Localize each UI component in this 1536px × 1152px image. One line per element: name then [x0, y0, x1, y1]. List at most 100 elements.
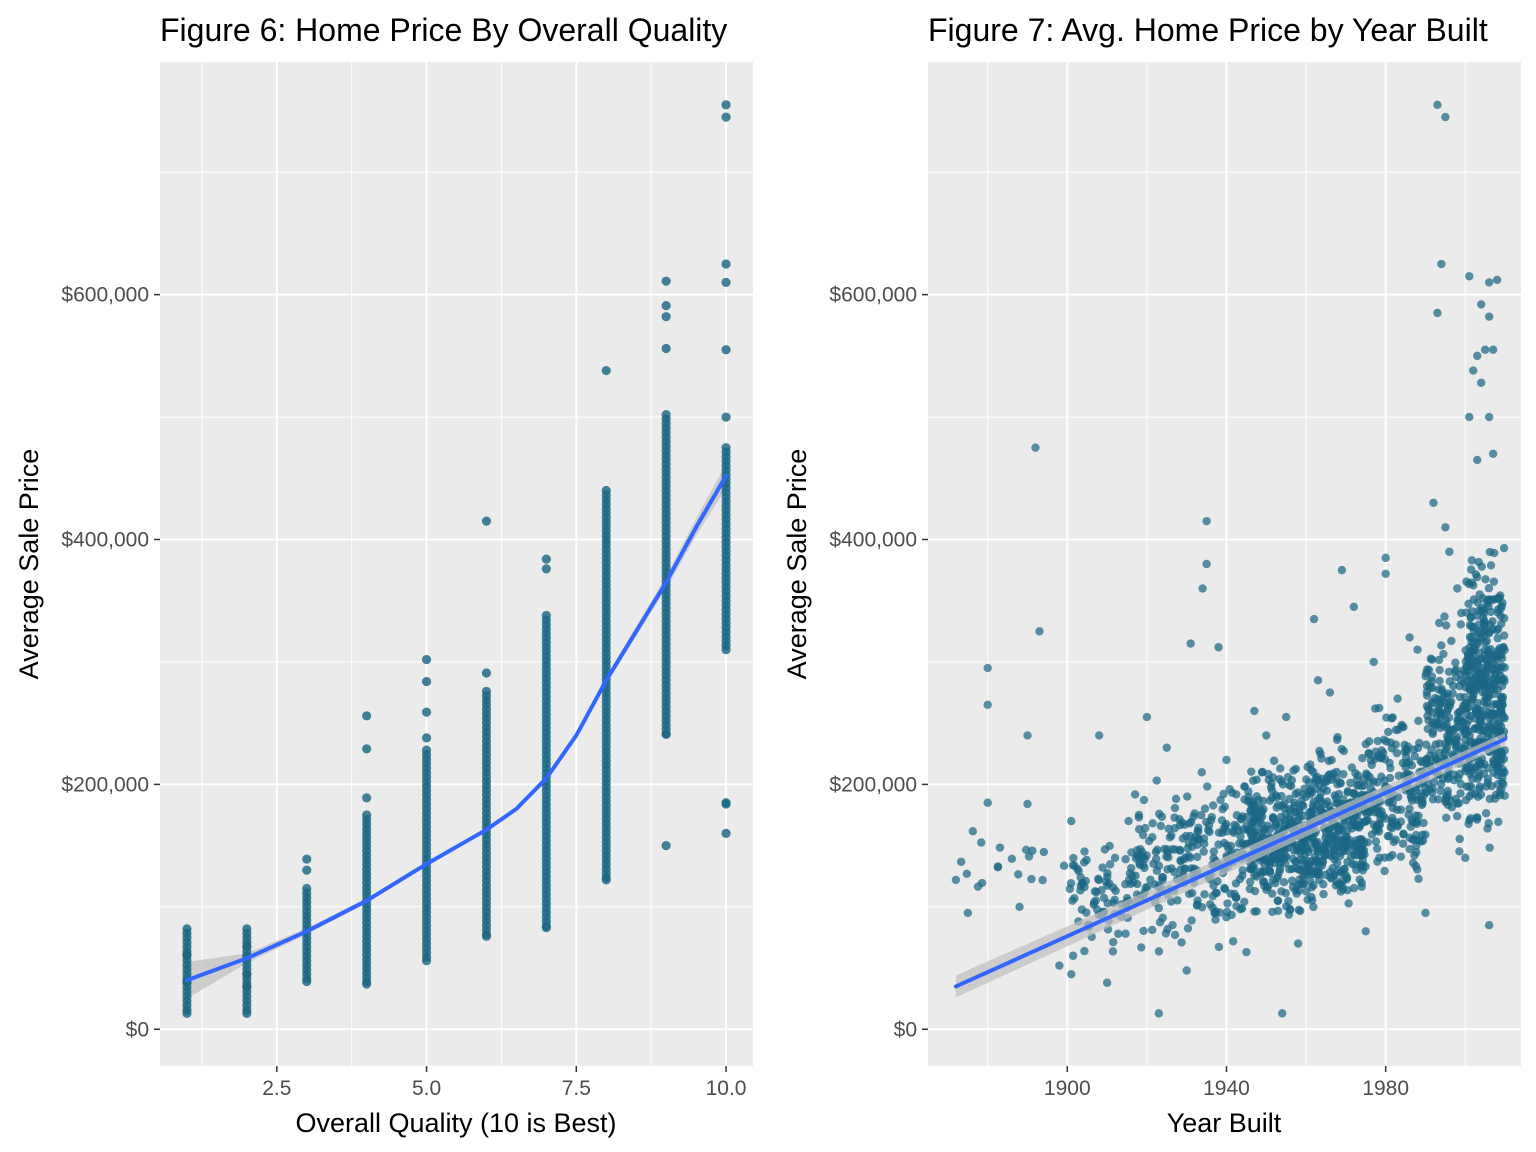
data-point — [1038, 875, 1047, 885]
data-point — [541, 564, 551, 574]
data-point — [1223, 899, 1232, 908]
data-point — [1352, 865, 1361, 875]
data-point — [1474, 633, 1483, 643]
data-point — [1434, 703, 1444, 713]
data-point — [1342, 873, 1352, 882]
data-point — [1089, 900, 1099, 909]
data-point — [1152, 776, 1161, 785]
data-point — [1427, 672, 1437, 681]
data-point — [1110, 853, 1120, 863]
data-point — [1441, 813, 1451, 822]
data-point — [1469, 366, 1478, 375]
data-point — [1258, 796, 1268, 806]
data-point — [1488, 659, 1498, 668]
data-point — [242, 941, 252, 951]
data-point — [1444, 713, 1454, 722]
data-point — [983, 700, 992, 710]
data-point — [1268, 875, 1278, 885]
data-point — [1488, 345, 1498, 354]
data-point — [1448, 689, 1457, 698]
x-tick-label: 2.5 — [262, 1077, 291, 1100]
data-point — [1232, 810, 1242, 820]
data-point — [1340, 864, 1349, 874]
data-point — [1422, 682, 1432, 691]
data-point — [1284, 896, 1293, 906]
data-point — [1422, 691, 1432, 700]
data-point — [1222, 827, 1232, 836]
data-point — [1190, 809, 1199, 818]
chart-title: Figure 7: Avg. Home Price by Year Built — [928, 12, 1488, 48]
data-point — [1399, 830, 1408, 839]
data-point — [1467, 737, 1476, 746]
data-point — [1242, 812, 1252, 822]
data-point — [1477, 300, 1486, 309]
linear-trend-line — [953, 737, 1508, 989]
y-tick-label: $400,000 — [61, 529, 149, 552]
data-point — [1496, 692, 1505, 702]
data-point — [1114, 929, 1123, 938]
data-point — [1175, 814, 1184, 824]
data-point — [1358, 753, 1367, 763]
data-point — [1473, 792, 1483, 802]
data-point — [1292, 857, 1301, 866]
data-point — [1199, 847, 1208, 856]
data-point — [1178, 834, 1188, 843]
data-point — [1313, 846, 1323, 855]
data-point — [1325, 850, 1334, 859]
data-point — [1208, 801, 1218, 810]
data-point — [1476, 734, 1485, 743]
data-point — [1470, 764, 1479, 773]
data-point — [1412, 817, 1422, 826]
data-point — [1214, 643, 1223, 652]
data-point — [1139, 795, 1149, 805]
data-point — [1443, 724, 1452, 733]
plot-panel — [160, 62, 753, 1066]
data-point — [661, 276, 671, 286]
data-point — [1473, 455, 1482, 465]
data-point — [1398, 839, 1408, 848]
data-point — [1240, 897, 1249, 907]
data-point — [1080, 882, 1089, 892]
data-point — [1461, 853, 1470, 863]
data-point — [182, 949, 192, 960]
data-point — [1437, 641, 1446, 650]
data-point — [721, 277, 731, 287]
data-point — [1428, 795, 1438, 804]
data-point — [1339, 769, 1348, 779]
data-point — [1102, 978, 1112, 987]
data-point — [1257, 768, 1267, 777]
data-point — [1314, 794, 1323, 804]
data-point — [1139, 926, 1148, 936]
data-point — [1175, 821, 1185, 830]
data-point — [1366, 784, 1376, 794]
data-point — [1227, 910, 1236, 920]
data-point — [302, 976, 312, 987]
data-point — [1446, 697, 1456, 706]
y-tick-label: $200,000 — [829, 773, 917, 796]
data-point — [1434, 685, 1443, 694]
data-point — [1023, 799, 1032, 809]
data-point — [1413, 743, 1423, 753]
data-point — [1385, 831, 1394, 841]
data-point — [1467, 662, 1476, 671]
y-axis-ticks: $0 $200,000 $400,000 $600,000 — [829, 284, 928, 1041]
data-point — [1482, 698, 1492, 707]
data-point — [1468, 774, 1477, 783]
data-point — [1187, 888, 1197, 898]
data-point — [1202, 559, 1211, 569]
data-point — [1452, 811, 1462, 821]
data-point — [1279, 878, 1289, 887]
data-point — [1305, 867, 1315, 876]
data-point — [1267, 889, 1277, 898]
data-point — [1198, 584, 1207, 593]
data-point — [242, 969, 252, 979]
data-point — [1185, 819, 1194, 828]
data-point — [1281, 712, 1291, 722]
data-point — [1363, 816, 1372, 825]
data-point — [1364, 749, 1374, 759]
data-point — [1278, 1009, 1287, 1018]
data-point — [1466, 697, 1475, 707]
data-point — [1197, 811, 1206, 820]
data-point — [1484, 920, 1494, 930]
